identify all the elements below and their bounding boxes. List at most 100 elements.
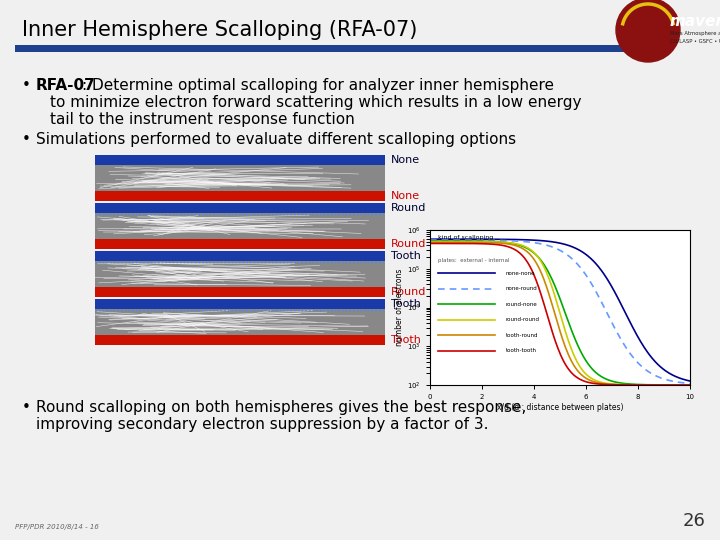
round-round	[426, 239, 435, 245]
Text: tooth-tooth: tooth-tooth	[505, 348, 536, 353]
FancyBboxPatch shape	[95, 335, 385, 345]
Line: none-round: none-round	[430, 240, 690, 383]
Text: : Determine optimal scalloping for analyzer inner hemisphere: : Determine optimal scalloping for analy…	[82, 78, 554, 93]
tooth-tooth	[585, 379, 593, 386]
none-none	[645, 351, 654, 357]
Text: plates:  external - internal: plates: external - internal	[438, 258, 509, 263]
FancyBboxPatch shape	[95, 251, 385, 261]
Text: RFA-07: RFA-07	[36, 78, 96, 93]
none-none	[685, 378, 694, 384]
X-axis label: x/d (d : distance between plates): x/d (d : distance between plates)	[497, 403, 624, 412]
round-none	[580, 354, 588, 361]
tooth-round	[685, 382, 694, 388]
FancyBboxPatch shape	[95, 287, 385, 297]
FancyBboxPatch shape	[95, 155, 385, 165]
round-round	[580, 370, 589, 376]
none-round	[662, 376, 670, 383]
round-round	[685, 382, 694, 388]
Text: Tooth: Tooth	[391, 299, 421, 309]
round-none	[662, 382, 670, 388]
tooth-round	[662, 382, 670, 388]
round-round	[645, 382, 654, 388]
Text: Tooth: Tooth	[391, 251, 421, 261]
Text: tooth-round: tooth-round	[505, 333, 538, 338]
none-none	[585, 254, 593, 260]
FancyBboxPatch shape	[95, 251, 385, 297]
tooth-round	[580, 374, 588, 380]
tooth-round	[426, 239, 435, 246]
Text: maven: maven	[670, 15, 720, 30]
round-none	[580, 356, 589, 362]
none-round	[580, 269, 588, 275]
round-round	[580, 369, 588, 375]
Text: Mars Atmosphere and Volatile EvolutioN Mission: Mars Atmosphere and Volatile EvolutioN M…	[670, 31, 720, 37]
none-round	[580, 270, 589, 276]
Text: CU/LASP • GSFC • UCB/SSL • LIR • JPL: CU/LASP • GSFC • UCB/SSL • LIR • JPL	[670, 38, 720, 44]
Line: tooth-tooth: tooth-tooth	[430, 244, 690, 385]
Text: 26: 26	[682, 512, 705, 530]
round-none	[585, 362, 593, 368]
tooth-tooth	[645, 382, 654, 388]
Text: none-round: none-round	[505, 286, 537, 292]
Text: •: •	[22, 78, 31, 93]
none-round	[685, 380, 694, 387]
Line: round-none: round-none	[430, 241, 690, 385]
round-none	[685, 382, 694, 388]
none-round	[585, 276, 593, 283]
Text: to minimize electron forward scattering which results in a low energy: to minimize electron forward scattering …	[50, 95, 582, 110]
none-none	[580, 251, 589, 257]
none-round	[645, 369, 654, 375]
tooth-tooth	[426, 240, 434, 247]
Text: Round: Round	[391, 203, 426, 213]
tooth-tooth	[662, 382, 670, 388]
FancyBboxPatch shape	[95, 239, 385, 249]
Text: None: None	[391, 155, 420, 165]
tooth-tooth	[426, 240, 435, 247]
Line: none-none: none-none	[430, 239, 690, 381]
Text: •: •	[22, 132, 31, 147]
FancyBboxPatch shape	[95, 203, 385, 249]
round-none	[426, 238, 435, 244]
Text: Inner Hemisphere Scalloping (RFA-07): Inner Hemisphere Scalloping (RFA-07)	[22, 20, 418, 40]
FancyBboxPatch shape	[95, 191, 385, 201]
Text: Simulations performed to evaluate different scalloping options: Simulations performed to evaluate differ…	[36, 132, 516, 147]
none-none	[580, 249, 588, 256]
tooth-round	[645, 382, 654, 388]
tooth-tooth	[580, 378, 588, 384]
round-none	[645, 382, 654, 388]
Text: PFP/PDR 2010/8/14 - 16: PFP/PDR 2010/8/14 - 16	[15, 524, 99, 530]
round-round	[426, 239, 434, 245]
none-none	[426, 236, 434, 242]
Text: Round scalloping on both hemispheres gives the best response,: Round scalloping on both hemispheres giv…	[36, 400, 526, 415]
Text: round-none: round-none	[505, 302, 537, 307]
FancyBboxPatch shape	[95, 155, 385, 201]
Text: tail to the instrument response function: tail to the instrument response function	[50, 112, 355, 127]
tooth-round	[426, 239, 434, 246]
Text: •: •	[22, 400, 31, 415]
Text: None: None	[391, 191, 420, 201]
Text: Round: Round	[391, 287, 426, 297]
Circle shape	[616, 0, 680, 62]
FancyBboxPatch shape	[95, 299, 385, 309]
Text: improving secondary electron suppression by a factor of 3.: improving secondary electron suppression…	[36, 417, 488, 432]
tooth-tooth	[580, 378, 589, 384]
Line: tooth-round: tooth-round	[430, 242, 690, 385]
round-round	[585, 374, 593, 380]
round-round	[662, 382, 670, 388]
Line: round-round: round-round	[430, 242, 690, 385]
Text: kind of scalloping: kind of scalloping	[438, 235, 493, 240]
tooth-tooth	[685, 382, 694, 388]
FancyBboxPatch shape	[15, 45, 625, 52]
none-round	[426, 237, 434, 244]
FancyBboxPatch shape	[95, 203, 385, 213]
Y-axis label: number of electrons: number of electrons	[395, 269, 405, 346]
Text: Round: Round	[391, 239, 426, 249]
Text: Tooth: Tooth	[391, 335, 421, 345]
tooth-round	[585, 377, 593, 383]
FancyBboxPatch shape	[95, 299, 385, 345]
tooth-round	[580, 374, 589, 381]
none-none	[662, 368, 670, 374]
Text: round-round: round-round	[505, 318, 539, 322]
none-none	[426, 236, 435, 242]
round-none	[426, 238, 434, 244]
